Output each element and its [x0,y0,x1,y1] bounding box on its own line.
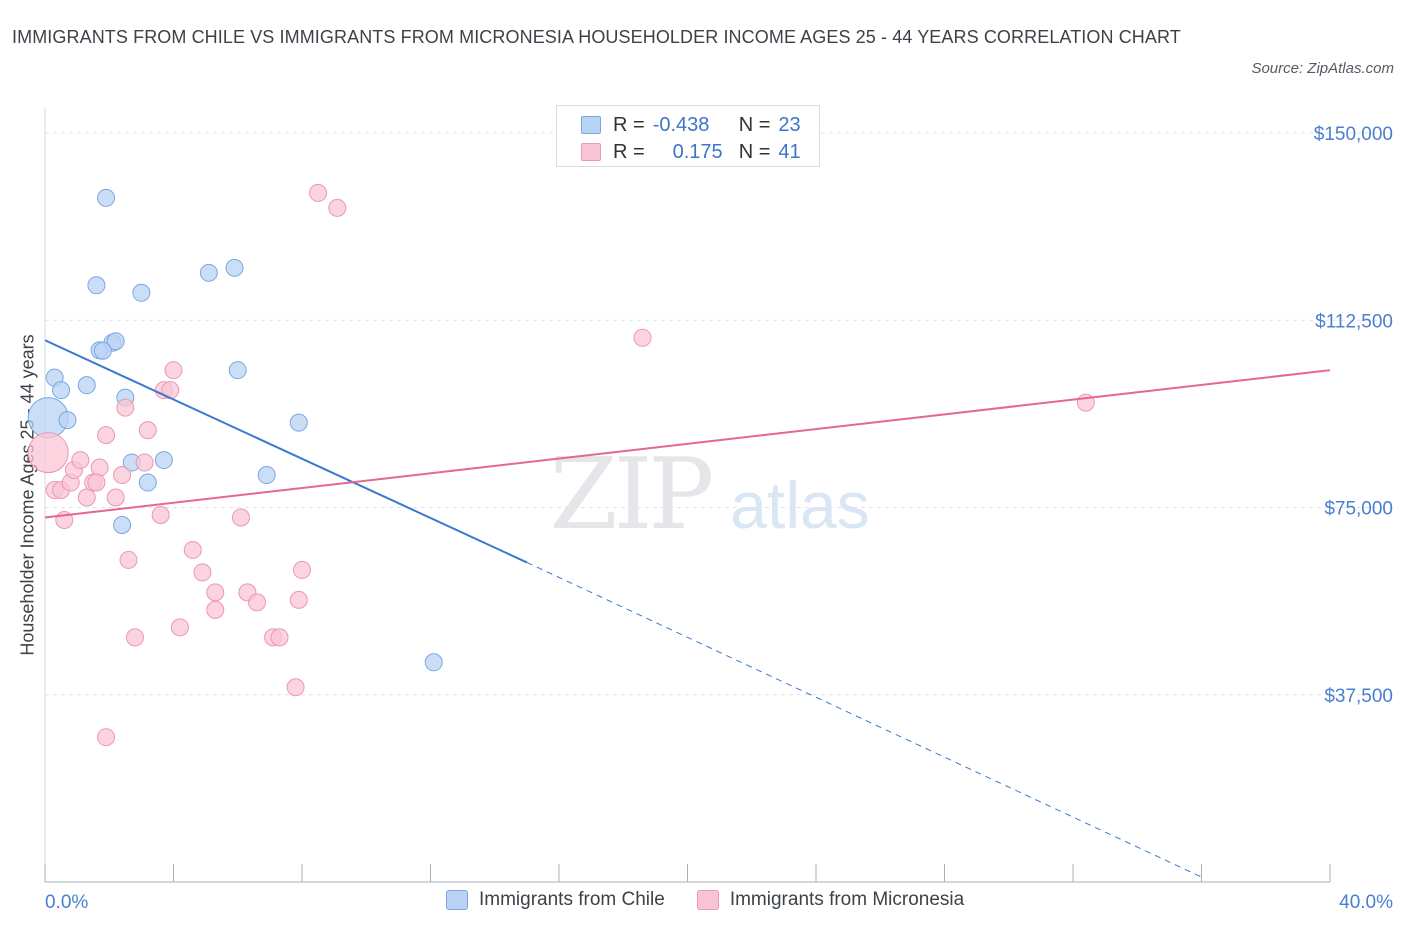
chile-point [113,515,132,534]
r-label: R = [613,140,645,163]
micronesia-point [170,618,189,637]
micronesia-point [633,328,652,347]
micronesia-point [206,600,225,619]
chile-point [132,283,151,302]
micronesia-r-value: 0.175 [672,140,723,163]
chile-point [58,411,77,430]
x-tick-label: 40.0% [1339,892,1393,913]
x-tick-label: 0.0% [45,892,88,913]
r-label: R = [613,113,645,136]
trend-lines [44,339,1331,878]
micronesia-point [135,453,154,472]
chile-point [106,332,125,351]
chile-point [52,381,71,400]
y-tick-label: $112,500 [1315,311,1393,332]
micronesia-point [113,466,132,485]
micronesia-trend-line [44,369,1331,519]
micronesia-point [183,540,202,559]
chile-point [154,451,173,470]
watermark-zip: ZIP [550,438,712,552]
micronesia-point [328,198,347,217]
chile-trend-line [44,339,528,564]
micronesia-point [106,488,125,507]
micronesia-point [164,361,183,380]
data-points [27,183,1095,747]
micronesia-legend-label: Immigrants from Micronesia [729,889,965,910]
chile-point [228,361,247,380]
micronesia-point [116,398,135,417]
n-label: N = [738,140,771,163]
micronesia-point [293,560,311,579]
chart-title: IMMIGRANTS FROM CHILE VS IMMIGRANTS FROM… [12,27,1181,47]
micronesia-point [138,421,157,440]
micronesia-swatch [581,143,601,161]
chile-point [225,258,244,277]
chile-point [93,341,112,360]
chile-legend-label: Immigrants from Chile [479,889,665,910]
chile-point [257,466,276,485]
micronesia-point [27,432,69,474]
grid-lines [44,108,1392,882]
micronesia-point [97,728,116,747]
micronesia-legend-swatch [696,890,719,910]
micronesia-point [77,488,96,507]
micronesia-point [309,183,328,202]
micronesia-point [193,563,212,582]
y-tick-label: $150,000 [1314,124,1393,145]
axes [44,864,1331,883]
series-legend: Immigrants from Chile Immigrants from Mi… [446,889,996,911]
chile-point [289,413,308,432]
micronesia-point [286,678,305,697]
micronesia-point [125,628,144,647]
y-tick-label: $75,000 [1324,499,1393,520]
chile-n-value: 23 [778,113,801,136]
chile-r-value: -0.438 [652,113,710,136]
micronesia-point [71,451,90,470]
micronesia-point [151,505,170,524]
micronesia-point [119,550,138,569]
micronesia-point [248,593,267,612]
chile-point [199,263,218,282]
micronesia-point [97,426,116,445]
chile-point [87,276,106,295]
legend-item-chile[interactable]: Immigrants from Chile [446,889,665,911]
legend-row-chile: R = -0.438 N = 23 [581,112,801,138]
chile-swatch [581,116,601,134]
legend-item-micronesia[interactable]: Immigrants from Micronesia [696,889,965,911]
micronesia-point [231,508,250,527]
chile-trend-extension [526,561,1202,878]
chile-legend-swatch [446,890,468,910]
correlation-legend: R = -0.438 N = 23 R = 0.175 N = 41 [556,105,820,167]
chile-point [424,653,443,672]
micronesia-point [87,473,106,492]
tick-labels: $37,500 $75,000 $112,500 $150,000 0.0% 40.0% [45,124,1393,913]
chile-point [77,376,96,395]
n-label: N = [738,113,771,136]
legend-row-micronesia: R = 0.175 N = 41 [581,139,801,165]
micronesia-point [289,590,308,609]
micronesia-n-value: 41 [778,140,801,163]
watermark-atlas: atlas [730,468,869,542]
chile-point [97,188,116,207]
micronesia-point [270,628,289,647]
micronesia-point [90,458,109,477]
chile-point [138,473,157,492]
micronesia-point [206,583,225,602]
source-label: Source: ZipAtlas.com [1251,60,1394,77]
y-tick-label: $37,500 [1324,686,1393,707]
